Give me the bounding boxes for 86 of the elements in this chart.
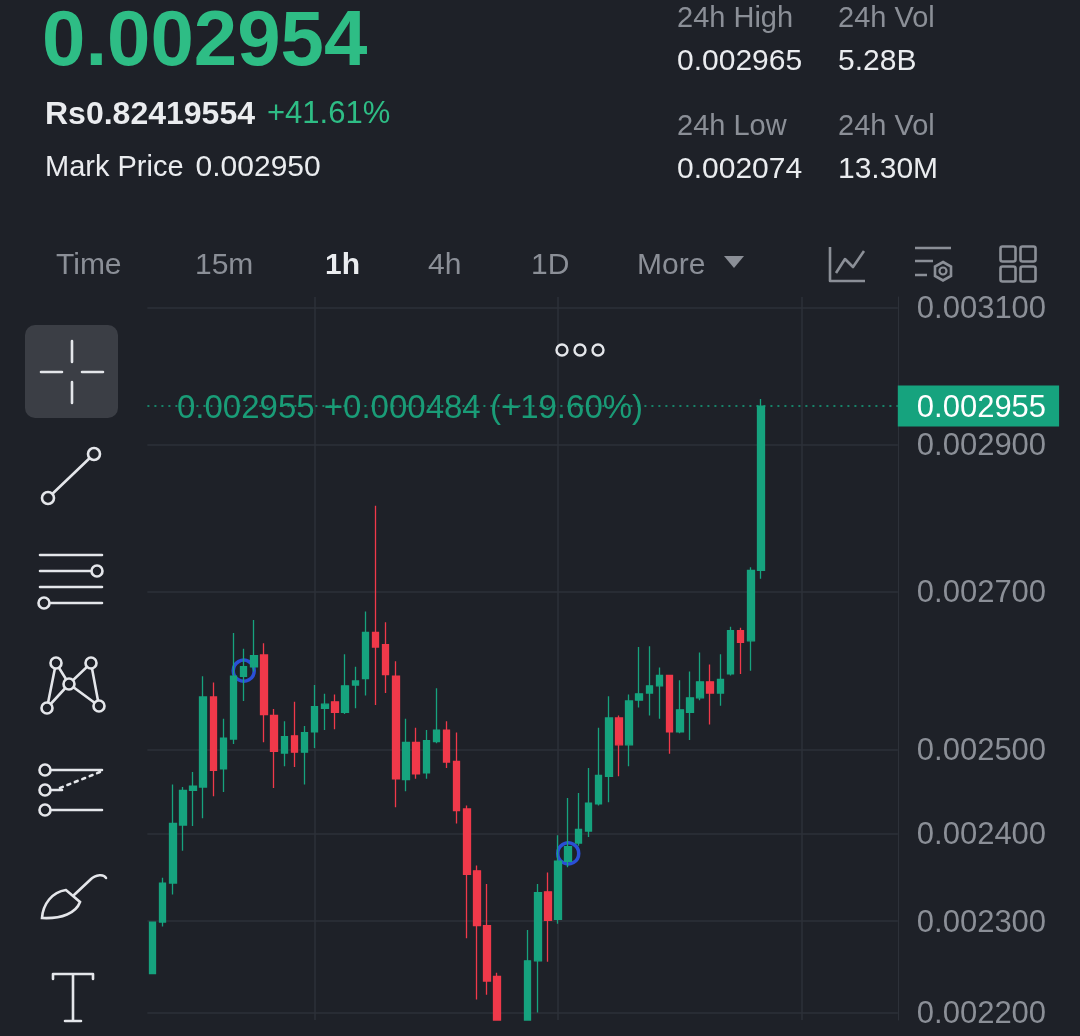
candlestick xyxy=(330,693,340,730)
y-tick-label: 0.003100 xyxy=(916,290,1047,326)
candlestick xyxy=(239,648,248,702)
candlestick xyxy=(675,679,685,735)
text: 0.002074 xyxy=(677,151,803,184)
candlestick xyxy=(432,687,441,744)
candlestick xyxy=(594,727,603,807)
y-tick-label: 0.002900 xyxy=(916,427,1047,463)
text: 15m xyxy=(195,247,254,280)
candlestick xyxy=(371,505,380,706)
candlestick xyxy=(736,627,745,675)
candlestick xyxy=(553,834,563,925)
y-tick-label: 0.002200 xyxy=(916,995,1047,1031)
candlestick xyxy=(543,871,553,963)
text: 0.002965 xyxy=(677,43,803,76)
candlestick xyxy=(310,684,319,749)
candlestick xyxy=(411,727,421,780)
annotation: 0.002955 +0.000484 (+19.60%) xyxy=(177,388,644,425)
text: 5.28B xyxy=(838,43,917,76)
text: 13.30M xyxy=(838,151,939,184)
candlestick xyxy=(665,674,674,755)
candlestick xyxy=(563,797,573,868)
candlestick xyxy=(259,642,269,744)
text: 1h xyxy=(325,247,361,280)
candlestick xyxy=(269,708,279,789)
text: 24h High xyxy=(677,0,794,33)
candlestick xyxy=(381,621,390,694)
candlestick xyxy=(280,720,289,767)
candlestick xyxy=(604,695,614,803)
candlestick xyxy=(178,786,188,852)
text: 24h Vol xyxy=(838,108,935,141)
candlestick xyxy=(249,619,259,673)
candlestick xyxy=(340,653,350,715)
text: More xyxy=(637,247,706,280)
candlestick xyxy=(168,783,178,896)
text: 1D xyxy=(531,247,570,280)
candlestick xyxy=(584,767,593,838)
candlestick xyxy=(452,731,461,825)
candlestick xyxy=(188,771,198,827)
text: 4h xyxy=(428,247,462,280)
candlestick xyxy=(523,929,532,1021)
candlestick xyxy=(746,566,756,672)
candlestick xyxy=(422,729,431,780)
candlestick xyxy=(290,701,299,768)
candlestick xyxy=(209,681,218,797)
candlestick xyxy=(614,714,624,777)
y-tick-label: 0.002700 xyxy=(916,574,1047,610)
candlestick xyxy=(472,864,482,1001)
candlestick xyxy=(462,804,472,939)
text: Time xyxy=(56,247,122,280)
candlestick xyxy=(351,666,360,709)
candlestick xyxy=(705,663,715,726)
candlestick xyxy=(148,921,157,975)
candlestick xyxy=(442,720,451,769)
y-tick-label: 0.002300 xyxy=(916,903,1047,939)
candlestick xyxy=(634,646,644,709)
text: Mark Price xyxy=(45,150,184,182)
candlestick xyxy=(624,693,634,767)
candlestick xyxy=(695,651,705,701)
candlestick xyxy=(300,725,309,786)
ref-line-label: 0.002955 xyxy=(916,388,1047,424)
candlestick xyxy=(716,653,725,707)
y-tick-label: 0.002400 xyxy=(916,816,1047,852)
text: +41.61% xyxy=(266,95,391,130)
candlestick xyxy=(492,972,502,1021)
text: Rs0.82419554 xyxy=(45,95,255,131)
candlestick xyxy=(726,626,735,677)
candlestick xyxy=(655,666,664,720)
candlestick xyxy=(229,632,238,745)
candlestick xyxy=(685,670,695,741)
candlestick xyxy=(198,675,208,819)
candlestick xyxy=(401,718,411,792)
candlestick xyxy=(482,883,492,996)
candlestick xyxy=(320,693,330,731)
text: 24h Low xyxy=(677,108,787,141)
candlestick xyxy=(533,883,543,1014)
candlestick xyxy=(219,718,228,793)
candlestick xyxy=(158,877,167,928)
candlestick xyxy=(391,660,401,808)
text: 0.002954 xyxy=(42,0,368,82)
text: 24h Vol xyxy=(838,0,935,33)
candlestick xyxy=(361,610,370,697)
candlestick xyxy=(645,645,654,717)
y-tick-label: 0.002500 xyxy=(916,732,1047,768)
candlestick xyxy=(574,792,583,847)
text: 0.002950 xyxy=(195,149,321,182)
